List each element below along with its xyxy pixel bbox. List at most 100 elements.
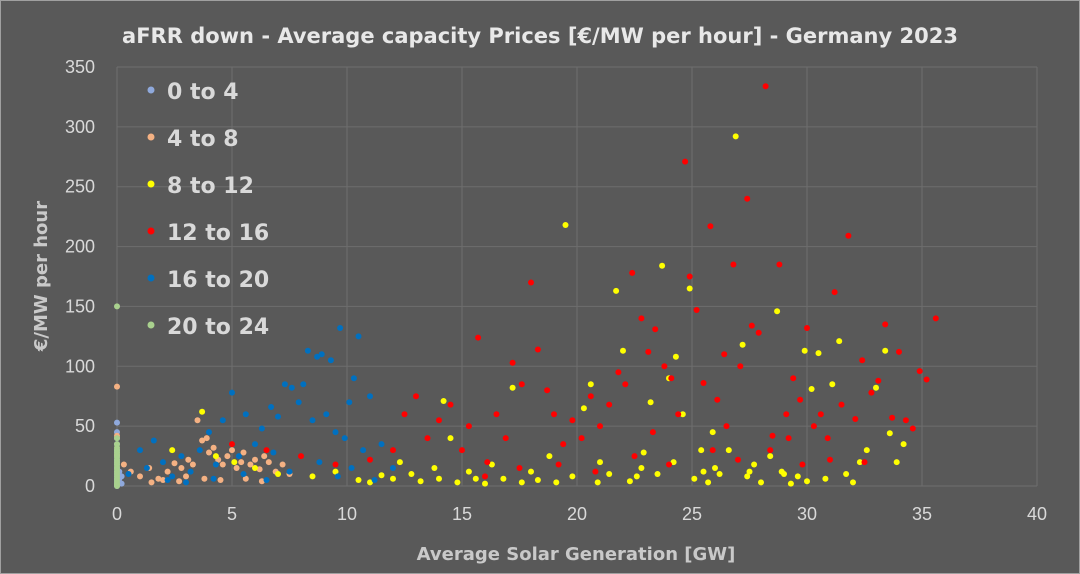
data-point — [698, 447, 705, 454]
data-point — [210, 475, 217, 482]
data-point — [472, 475, 479, 482]
data-point — [500, 475, 507, 482]
data-point — [348, 465, 355, 471]
data-point — [332, 429, 339, 436]
data-point — [178, 465, 185, 471]
data-point — [275, 471, 281, 477]
data-point — [183, 479, 189, 486]
data-point — [164, 468, 171, 475]
legend-item: 16 to 20 — [147, 268, 269, 293]
data-point — [194, 417, 201, 424]
data-point — [367, 393, 373, 400]
data-point — [822, 475, 829, 482]
data-point — [401, 411, 408, 418]
data-point — [528, 468, 534, 475]
data-point — [258, 425, 265, 432]
data-point — [746, 468, 753, 475]
data-point — [679, 411, 686, 418]
x-axis-title: Average Solar Generation [GW] — [417, 544, 736, 565]
legend-item: 8 to 12 — [147, 174, 254, 199]
legend-item: 4 to 8 — [147, 127, 239, 152]
data-point — [488, 461, 495, 468]
data-point — [767, 453, 774, 460]
data-point — [118, 480, 125, 487]
data-point — [838, 401, 845, 408]
data-point — [767, 447, 774, 454]
data-point — [268, 404, 275, 410]
data-point — [247, 461, 254, 468]
data-point — [640, 449, 647, 456]
data-point — [240, 471, 247, 477]
data-point — [804, 325, 810, 331]
data-point — [668, 375, 675, 382]
data-point — [778, 468, 785, 475]
data-point — [631, 453, 638, 460]
data-point — [645, 348, 652, 355]
data-point — [212, 453, 219, 460]
data-point — [712, 465, 718, 471]
data-point — [709, 429, 716, 436]
y-tick-label: 50 — [75, 416, 95, 436]
data-point — [304, 347, 311, 354]
data-point — [560, 441, 567, 448]
data-point — [484, 459, 491, 466]
data-point — [654, 471, 661, 477]
x-tick-label: 0 — [112, 504, 122, 524]
data-point — [776, 261, 783, 268]
data-point — [666, 461, 672, 468]
data-point — [252, 465, 258, 471]
data-point — [242, 411, 249, 418]
data-point — [309, 473, 316, 480]
y-tick-label: 300 — [65, 117, 95, 137]
data-point — [783, 411, 790, 418]
data-point — [824, 435, 831, 442]
data-point — [413, 393, 419, 400]
data-point — [171, 460, 178, 467]
data-point — [431, 465, 438, 471]
data-point — [212, 461, 219, 468]
data-point — [233, 465, 240, 471]
legend-label: 4 to 8 — [167, 127, 239, 152]
legend-marker — [147, 321, 155, 329]
data-point — [509, 384, 516, 391]
data-point — [682, 158, 689, 165]
data-point — [150, 437, 157, 444]
data-point — [332, 461, 339, 468]
data-point — [360, 447, 367, 454]
data-point — [482, 480, 488, 487]
data-point — [675, 411, 682, 418]
data-point — [288, 384, 295, 391]
data-point — [346, 399, 353, 406]
chart-title: aFRR down - Average capacity Prices [€/M… — [122, 24, 958, 48]
data-point — [633, 473, 640, 480]
data-point — [231, 459, 238, 466]
x-tick-label: 10 — [337, 504, 357, 524]
data-point — [843, 471, 850, 477]
data-point — [686, 285, 693, 292]
data-point — [863, 447, 870, 454]
data-point — [744, 195, 751, 202]
data-point — [148, 479, 155, 486]
data-point — [114, 435, 120, 442]
data-point — [737, 363, 744, 370]
data-point — [240, 449, 247, 456]
data-point — [137, 447, 143, 454]
data-point — [723, 423, 730, 430]
legend-label: 16 to 20 — [167, 268, 269, 293]
data-point — [580, 405, 587, 412]
data-point — [199, 437, 206, 444]
data-point — [281, 381, 288, 388]
data-point — [256, 466, 263, 473]
data-point — [900, 441, 907, 448]
data-point — [852, 416, 859, 422]
data-point — [275, 413, 281, 420]
data-point — [465, 468, 472, 475]
x-tick-label: 40 — [1027, 504, 1047, 524]
data-point — [859, 357, 866, 364]
data-point — [553, 479, 560, 486]
data-point — [714, 396, 721, 403]
legend-item: 20 to 24 — [147, 315, 269, 340]
data-point — [164, 477, 171, 483]
data-point — [620, 347, 626, 354]
